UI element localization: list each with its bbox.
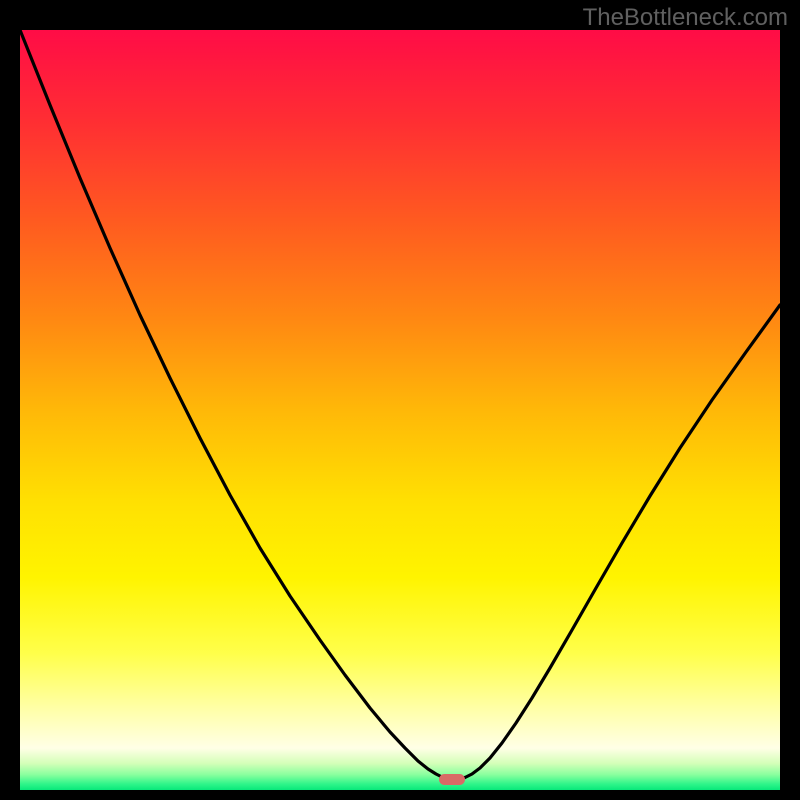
bottleneck-curve [20, 30, 780, 779]
chart-stage: TheBottleneck.com [0, 0, 800, 800]
curve-svg [20, 30, 780, 790]
bottom-marker [439, 774, 465, 785]
watermark-text: TheBottleneck.com [583, 4, 788, 32]
plot-area [20, 30, 780, 790]
